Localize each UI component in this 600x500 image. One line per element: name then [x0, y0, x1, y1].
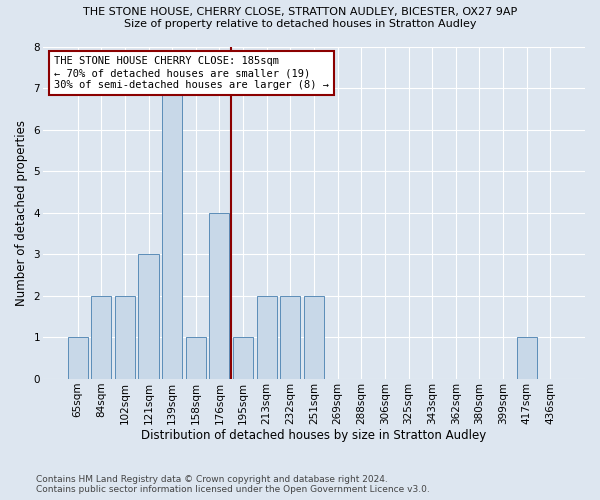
- Bar: [517, 338, 537, 379]
- Bar: [91, 296, 112, 379]
- Y-axis label: Number of detached properties: Number of detached properties: [15, 120, 28, 306]
- Bar: [280, 296, 301, 379]
- Bar: [162, 88, 182, 379]
- Text: THE STONE HOUSE, CHERRY CLOSE, STRATTON AUDLEY, BICESTER, OX27 9AP: THE STONE HOUSE, CHERRY CLOSE, STRATTON …: [83, 8, 517, 18]
- Bar: [115, 296, 135, 379]
- X-axis label: Distribution of detached houses by size in Stratton Audley: Distribution of detached houses by size …: [142, 430, 487, 442]
- Bar: [304, 296, 324, 379]
- Bar: [186, 338, 206, 379]
- Text: Size of property relative to detached houses in Stratton Audley: Size of property relative to detached ho…: [124, 19, 476, 29]
- Bar: [233, 338, 253, 379]
- Bar: [257, 296, 277, 379]
- Bar: [68, 338, 88, 379]
- Bar: [209, 213, 229, 379]
- Text: THE STONE HOUSE CHERRY CLOSE: 185sqm
← 70% of detached houses are smaller (19)
3: THE STONE HOUSE CHERRY CLOSE: 185sqm ← 7…: [54, 56, 329, 90]
- Text: Contains HM Land Registry data © Crown copyright and database right 2024.
Contai: Contains HM Land Registry data © Crown c…: [36, 474, 430, 494]
- Bar: [139, 254, 158, 379]
